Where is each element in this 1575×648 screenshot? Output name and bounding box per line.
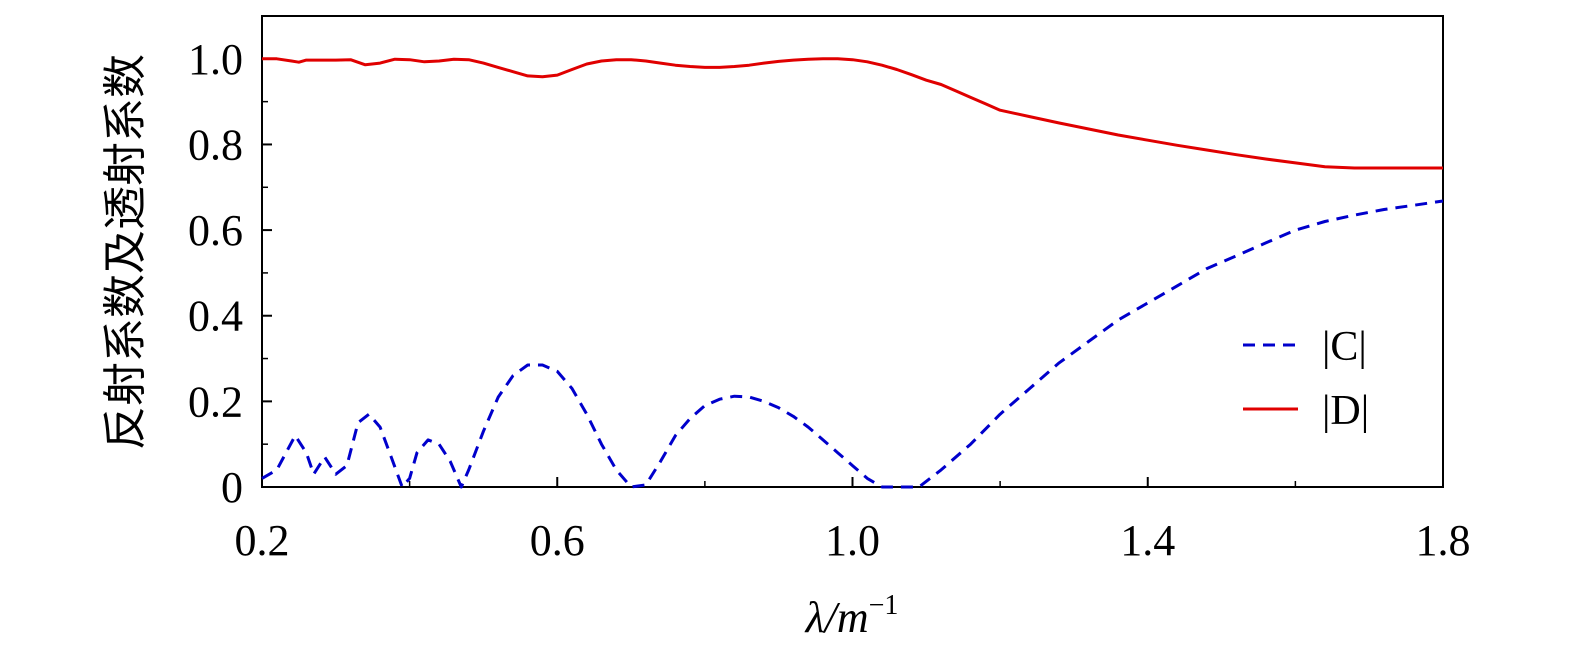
x-tick-label: 0.6 <box>530 516 585 565</box>
x-axis: 0.2 0.6 1.0 1.4 1.8 <box>235 477 1471 565</box>
y-tick-label: 1.0 <box>188 35 243 84</box>
y-tick-label: 0 <box>221 463 243 512</box>
x-axis-title-main: λ/m <box>804 593 869 642</box>
x-tick-label: 0.2 <box>235 516 290 565</box>
series-line-D <box>262 57 1443 170</box>
y-axis-title: 反射系数及透射系数 <box>101 54 150 450</box>
y-tick-label: 0.6 <box>188 206 243 255</box>
x-tick-label: 1.0 <box>825 516 880 565</box>
x-axis-title-text: λ/m−1 <box>804 590 899 642</box>
legend: |C| |D| <box>1243 324 1369 434</box>
x-tick-label: 1.4 <box>1120 516 1175 565</box>
series-layer <box>261 57 1444 489</box>
y-tick-label: 0.4 <box>188 292 243 341</box>
y-tick-label: 0.2 <box>188 377 243 426</box>
legend-label-D: |D| <box>1322 388 1369 434</box>
y-tick-label: 0.8 <box>188 120 243 169</box>
x-axis-title-sup: −1 <box>869 590 899 621</box>
series-line-C <box>261 199 1444 489</box>
x-axis-title: λ/m−1 <box>804 590 899 642</box>
x-tick-label: 1.8 <box>1416 516 1471 565</box>
plot-area-frame <box>261 15 1444 488</box>
legend-label-C: |C| <box>1322 324 1367 370</box>
y-axis: 0 0.2 0.4 0.6 0.8 1.0 <box>188 35 272 512</box>
